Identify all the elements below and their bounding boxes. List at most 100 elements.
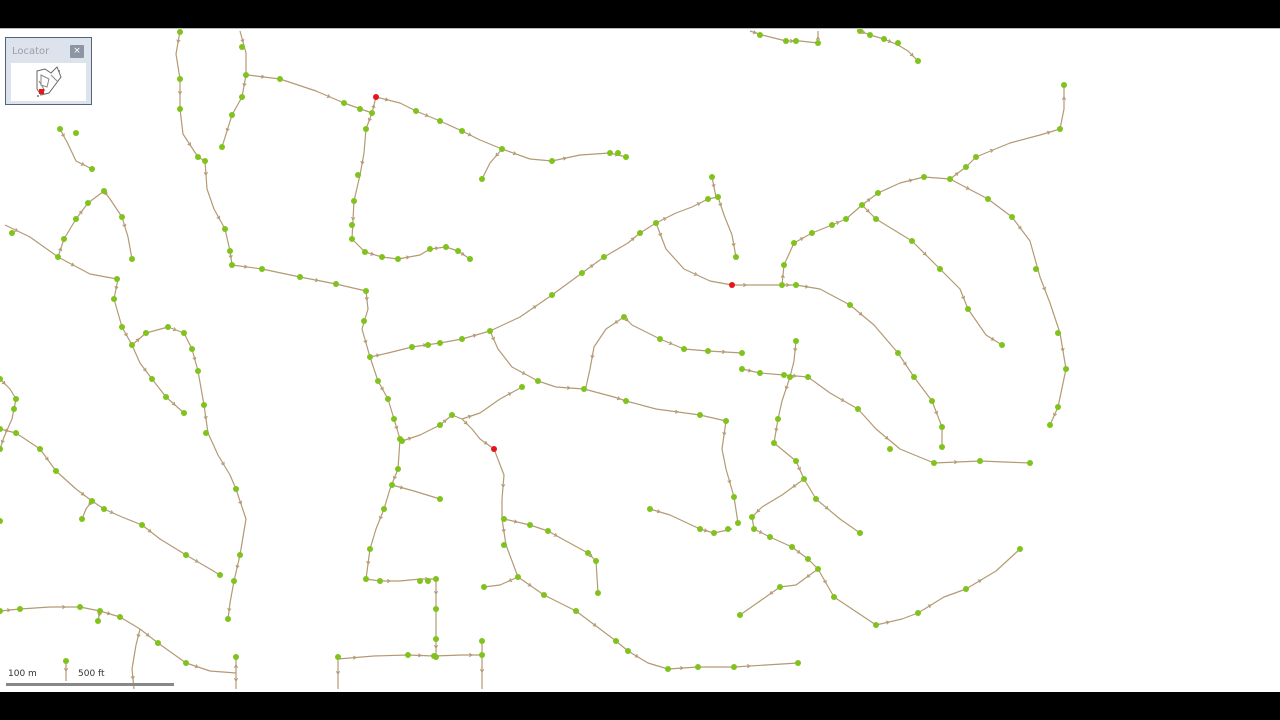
network-node[interactable] — [881, 36, 887, 42]
network-node[interactable] — [405, 652, 411, 658]
network-node[interactable] — [61, 236, 67, 242]
network-node[interactable] — [95, 618, 101, 624]
network-edge[interactable] — [131, 326, 247, 620]
network-node[interactable] — [783, 38, 789, 44]
network-node[interactable] — [573, 608, 579, 614]
network-node[interactable] — [17, 606, 23, 612]
network-node[interactable] — [155, 640, 161, 646]
network-node[interactable] — [791, 240, 797, 246]
network-node[interactable] — [929, 398, 935, 404]
network-node[interactable] — [227, 248, 233, 254]
network-layer[interactable] — [0, 29, 1280, 693]
network-node[interactable] — [915, 58, 921, 64]
network-node[interactable] — [79, 516, 85, 522]
network-edge[interactable] — [861, 204, 1003, 346]
network-node[interactable] — [915, 610, 921, 616]
network-edge[interactable] — [483, 576, 519, 588]
network-node[interactable] — [777, 584, 783, 590]
network-node[interactable] — [621, 314, 627, 320]
network-node[interactable] — [911, 374, 917, 380]
network-node[interactable] — [437, 118, 443, 124]
network-node[interactable] — [527, 522, 533, 528]
network-node[interactable] — [399, 438, 405, 444]
network-node[interactable] — [723, 418, 729, 424]
network-node[interactable] — [239, 94, 245, 100]
network-node[interactable] — [377, 578, 383, 584]
close-icon[interactable]: × — [70, 45, 84, 58]
network-node[interactable] — [739, 350, 745, 356]
network-edge[interactable] — [489, 330, 727, 422]
network-node[interactable] — [809, 230, 815, 236]
network-node[interactable] — [965, 306, 971, 312]
network-node[interactable] — [479, 652, 485, 658]
network-node[interactable] — [519, 384, 525, 390]
network-node[interactable] — [425, 342, 431, 348]
network-node[interactable] — [455, 248, 461, 254]
network-node[interactable] — [749, 514, 755, 520]
network-node[interactable] — [593, 558, 599, 564]
network-node[interactable] — [363, 288, 369, 294]
network-node[interactable] — [367, 546, 373, 552]
network-edge[interactable] — [361, 290, 436, 582]
network-node[interactable] — [771, 440, 777, 446]
network-node[interactable] — [177, 76, 183, 82]
network-node[interactable] — [735, 520, 741, 526]
network-node[interactable] — [143, 330, 149, 336]
network-edge[interactable] — [481, 148, 503, 180]
network-node[interactable] — [37, 446, 43, 452]
network-edge[interactable] — [175, 30, 206, 162]
network-node[interactable] — [119, 214, 125, 220]
network-node[interactable] — [637, 230, 643, 236]
network-node[interactable] — [921, 174, 927, 180]
network-node[interactable] — [501, 542, 507, 548]
network-node[interactable] — [195, 154, 201, 160]
network-node[interactable] — [647, 506, 653, 512]
network-node[interactable] — [815, 40, 821, 46]
network-node[interactable] — [789, 544, 795, 550]
network-node[interactable] — [793, 38, 799, 44]
network-node[interactable] — [433, 576, 439, 582]
network-node[interactable] — [805, 556, 811, 562]
network-node[interactable] — [361, 318, 367, 324]
network-node[interactable] — [887, 446, 893, 452]
network-node[interactable] — [781, 262, 787, 268]
network-node[interactable] — [427, 246, 433, 252]
network-node[interactable] — [13, 430, 19, 436]
network-edge[interactable] — [369, 196, 719, 358]
network-node[interactable] — [787, 374, 793, 380]
network-edge[interactable] — [781, 85, 1065, 286]
network-edge[interactable] — [247, 74, 377, 114]
network-node[interactable] — [843, 216, 849, 222]
network-node[interactable] — [177, 106, 183, 112]
network-node[interactable] — [487, 328, 493, 334]
network-edge[interactable] — [391, 484, 441, 500]
network-node[interactable] — [0, 446, 3, 452]
network-edge[interactable] — [795, 284, 943, 447]
network-node[interactable] — [225, 616, 231, 622]
network-node[interactable] — [385, 396, 391, 402]
network-node[interactable] — [395, 466, 401, 472]
network-edge[interactable] — [655, 222, 796, 286]
network-node[interactable] — [623, 398, 629, 404]
network-node[interactable] — [181, 410, 187, 416]
network-node[interactable] — [857, 530, 863, 536]
network-node[interactable] — [425, 578, 431, 584]
network-node[interactable] — [181, 330, 187, 336]
network-edge[interactable] — [4, 224, 118, 280]
network-node[interactable] — [545, 528, 551, 534]
network-node[interactable] — [1055, 404, 1061, 410]
network-node[interactable] — [467, 256, 473, 262]
network-node[interactable] — [63, 658, 69, 664]
network-node[interactable] — [165, 324, 171, 330]
network-node[interactable] — [697, 526, 703, 532]
network-node[interactable] — [117, 614, 123, 620]
network-node[interactable] — [381, 506, 387, 512]
network-node[interactable] — [1063, 366, 1069, 372]
network-node[interactable] — [335, 654, 341, 660]
network-node[interactable] — [243, 72, 249, 78]
network-node[interactable] — [681, 346, 687, 352]
network-node[interactable] — [217, 572, 223, 578]
selected-node[interactable] — [373, 94, 379, 100]
network-node[interactable] — [977, 458, 983, 464]
network-node[interactable] — [515, 574, 521, 580]
